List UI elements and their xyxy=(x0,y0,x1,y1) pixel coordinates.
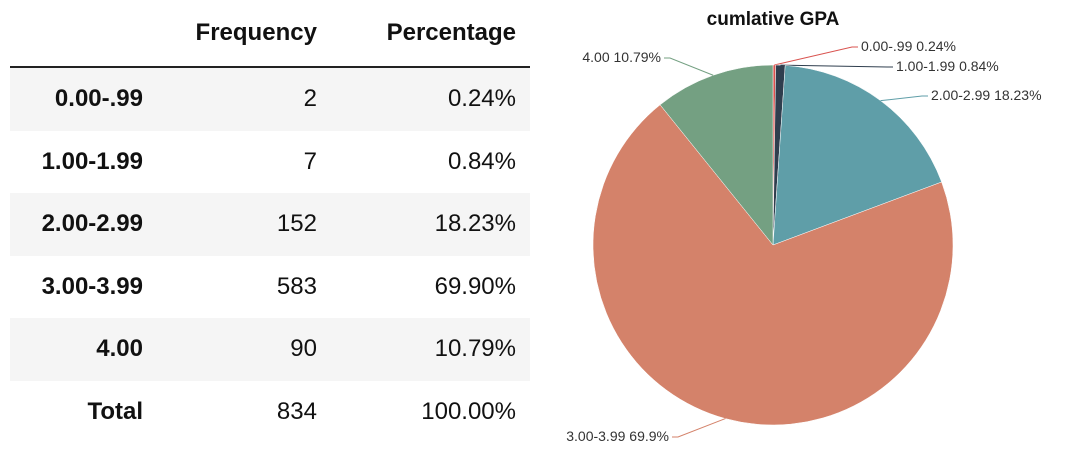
slice-label: 1.00-1.99 0.84% xyxy=(896,58,999,74)
header-row: Frequency Percentage xyxy=(10,0,530,68)
cell: 100.00% xyxy=(421,397,516,425)
cell: 0.84% xyxy=(447,147,516,175)
slice-category: 3.00-3.99 xyxy=(566,428,625,444)
slice-category: 4.00 xyxy=(582,49,609,65)
slice-category: 2.00-2.99 xyxy=(931,87,990,103)
cell: 152 xyxy=(143,193,331,256)
row-label: 2.00-2.99 xyxy=(10,193,143,256)
cell: 90 xyxy=(143,318,331,381)
slice-label: 2.00-2.99 18.23% xyxy=(931,87,1042,103)
row-label: 0.00-.99 xyxy=(10,67,143,131)
header-cell: Percentage xyxy=(330,0,530,68)
table-row: Total 834 100.00% xyxy=(10,381,530,444)
table-row: 1.00-1.99 7 0.84% xyxy=(10,131,530,194)
slice-value: 18.23% xyxy=(994,87,1041,103)
table-row: 3.00-3.99 583 69.90% xyxy=(10,256,530,319)
slice-value: 69.9% xyxy=(629,428,669,444)
cell: 2 xyxy=(143,67,331,131)
slice-value: 0.84% xyxy=(959,58,999,74)
row-label: 1.00-1.99 xyxy=(41,147,143,175)
table-body: 0.00-.99 2 0.24% 1.00-1.99 7 0.84% 2.00-2.99 15… xyxy=(10,67,530,443)
pie-slice xyxy=(659,64,774,246)
cell: 583 xyxy=(276,272,317,300)
slice-value: 10.79% xyxy=(614,49,661,65)
slice-value: 0.24% xyxy=(916,38,956,54)
slice-label: 4.00 10.79% xyxy=(582,49,661,65)
cell: 834 xyxy=(276,397,317,425)
table-row: 0.00-.99 2 0.24% xyxy=(10,67,530,131)
cell: 0.24% xyxy=(330,67,530,131)
frequency-table: Frequency Percentage 0.00-.99 2 0.24% 1.00-… xyxy=(10,0,530,443)
slice-category: 0.00-.99 xyxy=(861,38,913,54)
cell: 69.90% xyxy=(434,272,516,300)
pie-slice xyxy=(772,65,942,246)
chart-title: cumlative GPA xyxy=(707,9,840,30)
leader-line xyxy=(774,46,858,66)
table-row: 4.00 90 10.79% xyxy=(10,318,530,381)
cell: 18.23% xyxy=(330,193,530,256)
slice-label: 0.00-.99 0.24% xyxy=(861,38,956,54)
leader-line xyxy=(664,57,714,76)
header-cell: Frequency xyxy=(143,0,331,68)
leader-line xyxy=(672,418,726,438)
row-label: Total xyxy=(87,397,143,425)
row-label: 3.00-3.99 xyxy=(41,272,143,300)
corner xyxy=(10,0,143,68)
cell: 7 xyxy=(303,147,317,175)
leader-line xyxy=(780,64,893,68)
row-label: 4.00 xyxy=(10,318,143,381)
slice-category: 1.00-1.99 xyxy=(896,58,955,74)
table-row: 2.00-2.99 152 18.23% xyxy=(10,193,530,256)
leader-line xyxy=(880,95,928,102)
pie-slice xyxy=(592,104,954,426)
slice-label: 3.00-3.99 69.9% xyxy=(566,428,669,444)
cell: 10.79% xyxy=(330,318,530,381)
